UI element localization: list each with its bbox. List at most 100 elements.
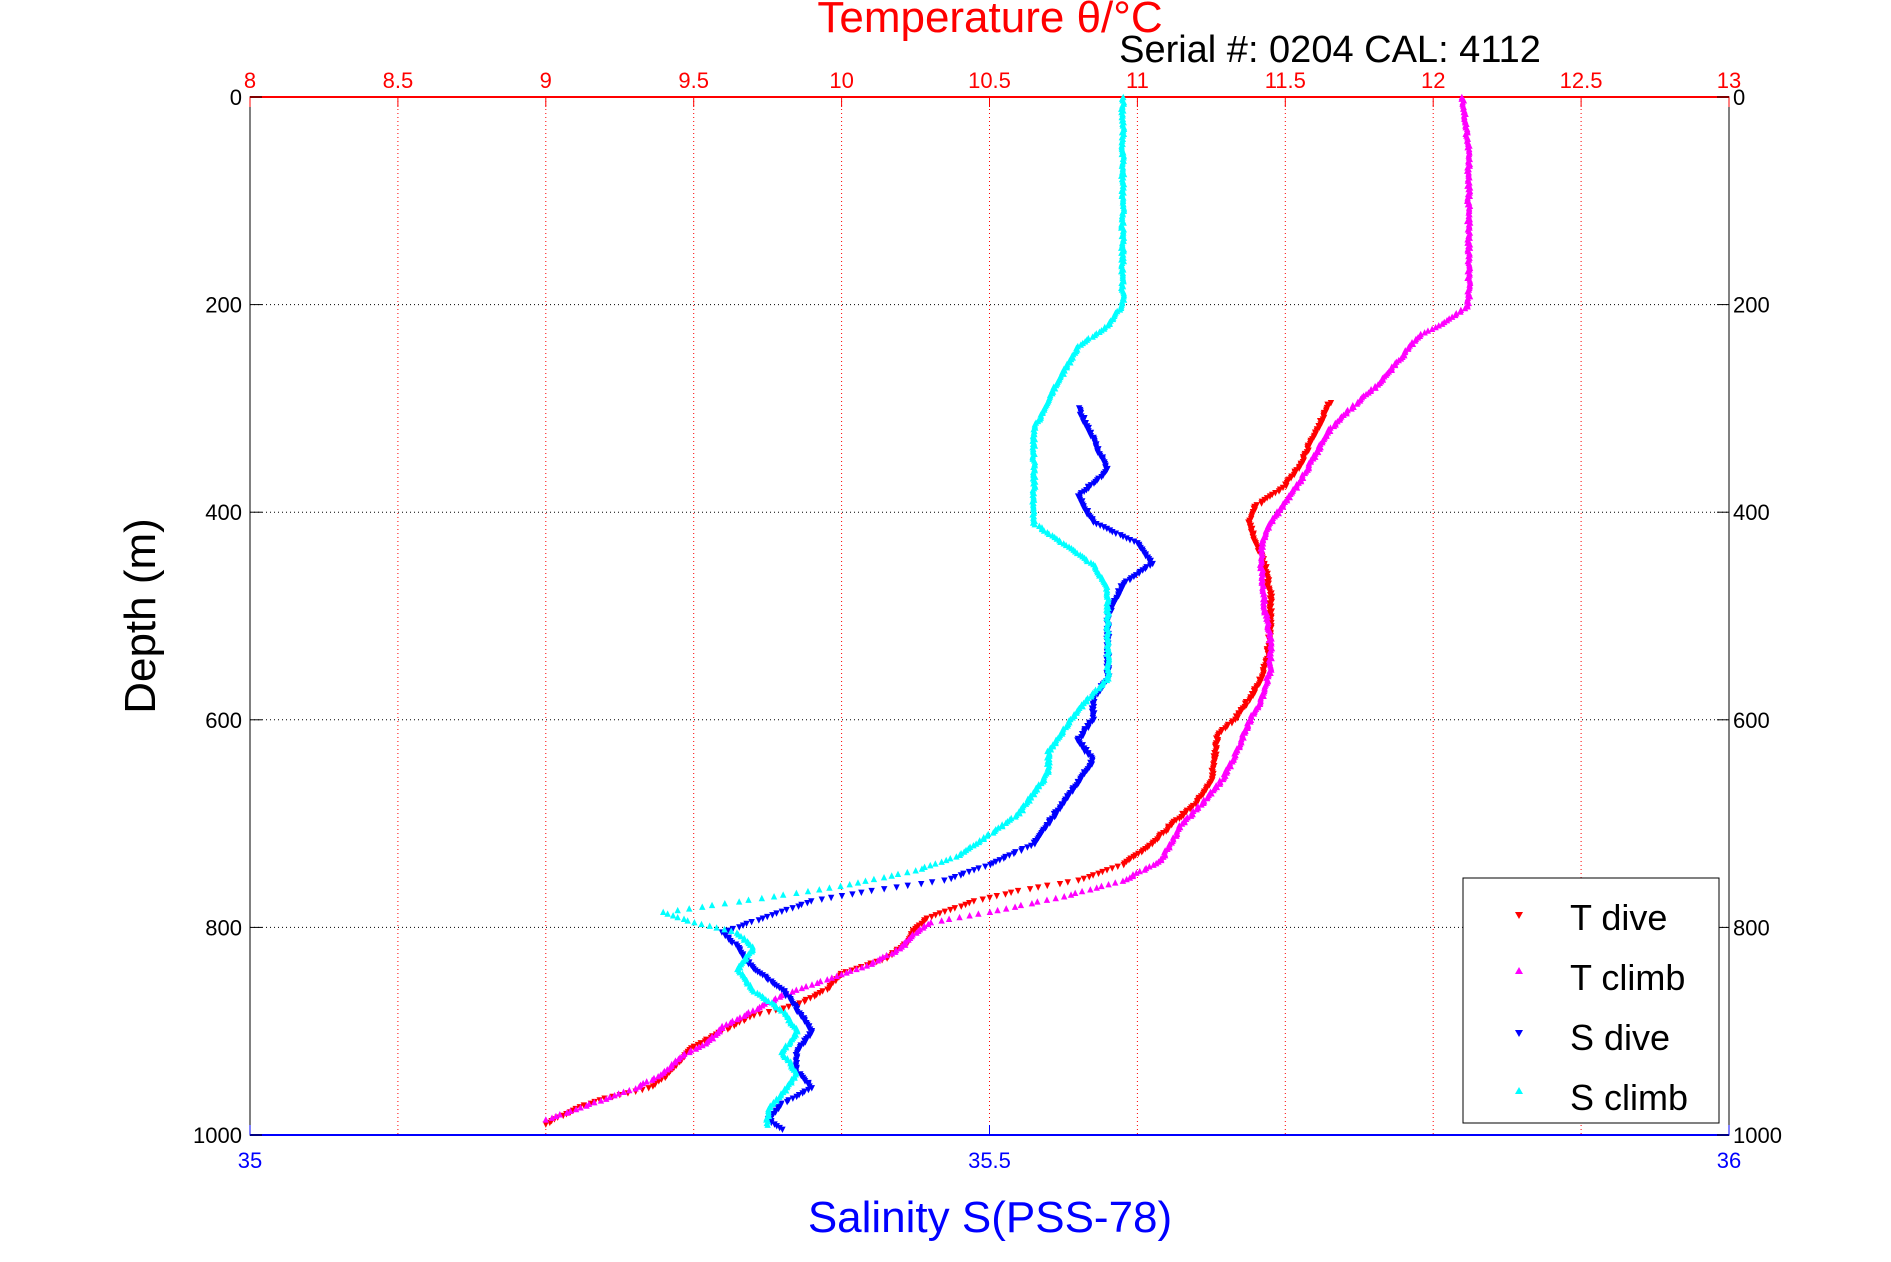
data-point <box>807 995 814 1002</box>
data-point <box>1232 716 1239 723</box>
data-point <box>938 858 945 865</box>
data-point <box>838 893 846 900</box>
data-point <box>660 908 667 916</box>
data-point <box>947 906 954 914</box>
data-point <box>918 880 925 888</box>
data-point <box>1222 725 1229 732</box>
data-point <box>795 903 802 910</box>
legend: T dive T climb S dive S climb <box>1462 877 1720 1124</box>
data-point <box>1087 482 1095 489</box>
data-point <box>1372 384 1379 391</box>
data-point <box>874 957 882 964</box>
data-point <box>1034 898 1041 905</box>
data-point <box>888 872 895 879</box>
data-point <box>674 906 681 914</box>
data-point <box>868 887 875 895</box>
data-point <box>1099 868 1106 876</box>
data-point <box>824 976 831 983</box>
data-point <box>1087 886 1094 893</box>
data-point <box>816 989 824 997</box>
data-point <box>847 967 854 974</box>
data-point <box>724 1026 732 1033</box>
data-point <box>966 912 973 919</box>
data-point <box>1012 813 1019 820</box>
data-point <box>1095 870 1102 877</box>
data-point <box>1216 780 1224 787</box>
data-point <box>680 915 688 922</box>
data-point <box>1078 887 1086 895</box>
data-point <box>837 882 844 890</box>
data-point <box>1080 875 1088 883</box>
data-point <box>655 1078 662 1085</box>
data-point <box>654 1072 662 1080</box>
data-point <box>956 851 964 858</box>
data-point <box>965 868 973 876</box>
data-point <box>826 884 833 891</box>
data-point <box>941 908 949 916</box>
data-point <box>811 993 818 1000</box>
tick-label-depth-left: 200 <box>205 293 242 318</box>
data-point <box>1019 806 1027 814</box>
data-point <box>567 1107 574 1114</box>
data-point <box>1024 844 1031 851</box>
data-point <box>712 1031 719 1038</box>
data-point <box>694 1041 702 1049</box>
data-point <box>936 910 943 917</box>
data-point <box>778 908 786 916</box>
data-point <box>1428 325 1436 333</box>
data-point <box>727 1019 734 1026</box>
data-point <box>741 1017 748 1025</box>
depth-axis-label: Depth (m) <box>116 518 165 714</box>
data-point <box>721 925 728 933</box>
data-point <box>927 861 934 869</box>
data-point <box>863 962 871 969</box>
data-point <box>1112 879 1119 886</box>
data-point <box>1044 882 1051 890</box>
data-point <box>892 948 899 955</box>
data-point <box>956 913 963 921</box>
data-point <box>699 1041 706 1049</box>
data-point <box>1187 812 1195 819</box>
data-point <box>1126 874 1134 881</box>
data-point <box>690 1043 698 1050</box>
tick-label-depth-left: 400 <box>205 500 242 525</box>
data-point <box>920 924 927 931</box>
data-point <box>699 903 706 910</box>
data-point <box>1150 861 1157 868</box>
data-point <box>1095 684 1103 692</box>
data-point <box>793 986 800 993</box>
data-point <box>708 901 716 909</box>
data-point <box>674 913 681 921</box>
data-point <box>858 889 865 896</box>
data-point <box>643 1078 650 1085</box>
data-point <box>1011 903 1019 910</box>
data-point <box>904 868 911 876</box>
data-point <box>632 1085 639 1092</box>
data-point <box>779 891 787 898</box>
data-point <box>799 1090 806 1097</box>
data-point <box>783 1098 791 1106</box>
data-point <box>1016 810 1023 817</box>
data-point <box>749 1007 757 1014</box>
data-point <box>1203 794 1211 802</box>
data-point <box>1085 428 1092 435</box>
data-point <box>1133 869 1140 876</box>
data-point <box>722 932 729 940</box>
data-point <box>1219 775 1227 783</box>
data-point <box>868 960 876 967</box>
data-point <box>793 1093 800 1101</box>
data-point <box>896 944 904 952</box>
data-point <box>987 861 994 869</box>
data-point <box>1079 702 1086 710</box>
data-point <box>1057 538 1064 545</box>
data-point <box>816 886 823 893</box>
data-point <box>1438 320 1446 327</box>
data-point <box>1105 880 1112 888</box>
data-point <box>814 979 821 986</box>
data-point <box>924 920 932 928</box>
data-point <box>713 924 720 931</box>
data-point <box>862 877 869 884</box>
data-point <box>894 870 902 877</box>
data-point <box>1293 484 1301 491</box>
